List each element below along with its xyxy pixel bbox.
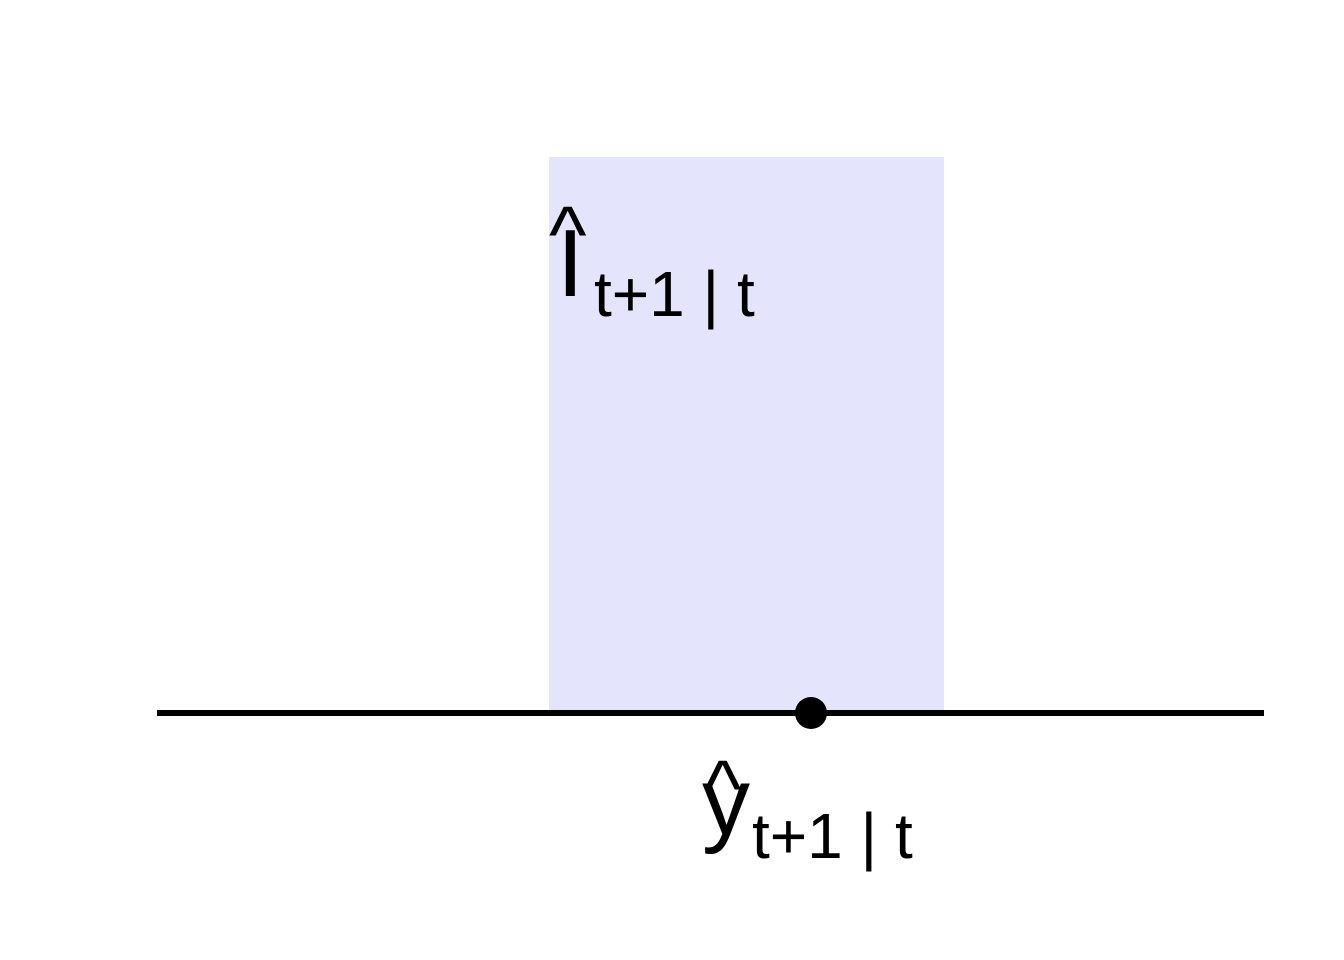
point-forecast-label: ^ y t+1 | t: [702, 744, 913, 872]
interval-label: ^ I t+1 | t: [549, 190, 755, 330]
point-label-subscript: t+1 | t: [752, 800, 913, 872]
interval-label-symbol: I: [557, 210, 584, 317]
prediction-interval-region: [549, 157, 944, 713]
point-label-hat: ^: [704, 744, 742, 833]
point-label-symbol: y: [702, 748, 750, 855]
point-forecast-marker: [795, 697, 827, 729]
interval-label-subscript: t+1 | t: [594, 258, 755, 330]
interval-label-hat: ^: [549, 190, 587, 279]
